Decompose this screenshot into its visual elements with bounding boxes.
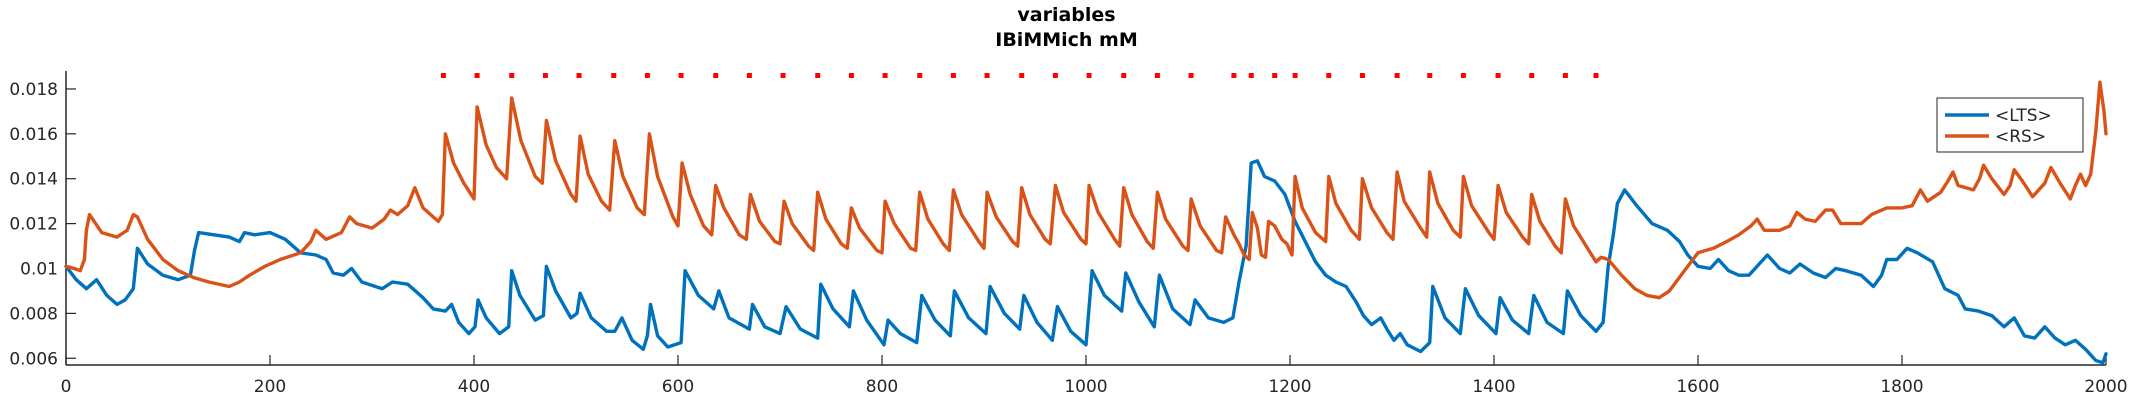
- event-marker: [1326, 72, 1332, 78]
- event-marker: [1427, 72, 1433, 78]
- x-tick-label: 1600: [1676, 377, 1719, 397]
- legend-box: [1936, 97, 2084, 153]
- event-marker: [984, 72, 990, 78]
- event-marker: [848, 72, 854, 78]
- event-marker: [713, 72, 719, 78]
- event-marker: [1121, 72, 1127, 78]
- y-tick-label: 0.016: [9, 125, 58, 145]
- event-marker: [474, 72, 480, 78]
- event-markers: [440, 72, 1599, 78]
- event-marker: [1529, 72, 1535, 78]
- event-marker: [1562, 72, 1568, 78]
- event-marker: [882, 72, 888, 78]
- y-tick-label: 0.012: [9, 215, 58, 235]
- event-marker: [678, 72, 684, 78]
- y-tick-label: 0.006: [9, 349, 58, 369]
- event-marker: [1495, 72, 1501, 78]
- event-marker: [1231, 72, 1237, 78]
- x-tick-label: 1200: [1268, 377, 1311, 397]
- event-marker: [1292, 72, 1298, 78]
- y-tick-label: 0.01: [20, 259, 58, 279]
- event-marker: [1052, 72, 1058, 78]
- event-marker: [746, 72, 752, 78]
- x-tick-label: 400: [458, 377, 490, 397]
- event-marker: [509, 72, 515, 78]
- event-marker: [815, 72, 821, 78]
- x-tick-label: 200: [254, 377, 286, 397]
- event-marker: [917, 72, 923, 78]
- event-marker: [780, 72, 786, 78]
- legend-label: <RS>: [1995, 127, 2046, 147]
- event-marker: [1460, 72, 1466, 78]
- y-tick-label: 0.018: [9, 80, 58, 100]
- x-tick-label: 1000: [1064, 377, 1107, 397]
- event-marker: [1188, 72, 1194, 78]
- event-marker: [1086, 72, 1092, 78]
- x-tick-label: 800: [866, 377, 898, 397]
- event-marker: [1359, 72, 1365, 78]
- y-tick-label: 0.014: [9, 170, 58, 190]
- x-tick-label: 1800: [1880, 377, 1923, 397]
- event-marker: [1019, 72, 1025, 78]
- event-marker: [611, 72, 617, 78]
- event-marker: [1154, 72, 1160, 78]
- legend-label: <LTS>: [1995, 106, 2052, 126]
- x-tick-label: 0: [61, 377, 72, 397]
- event-marker: [576, 72, 582, 78]
- event-marker: [644, 72, 650, 78]
- x-tick-label: 600: [662, 377, 694, 397]
- event-marker: [1272, 72, 1278, 78]
- x-tick-label: 1400: [1472, 377, 1515, 397]
- event-marker: [1248, 72, 1254, 78]
- x-tick-label: 2000: [2084, 377, 2127, 397]
- event-marker: [1593, 72, 1599, 78]
- y-tick-label: 0.008: [9, 304, 58, 324]
- chart-subtitle: IBiMMich mM: [995, 29, 1138, 51]
- legend: <LTS><RS>: [1936, 97, 2084, 153]
- series-line-lts: [64, 159, 2108, 365]
- chart-title: variables: [1017, 4, 1116, 26]
- event-marker: [440, 72, 446, 78]
- event-marker: [950, 72, 956, 78]
- axes: 0 200 400 600 800 1000 1200 1400 1600 1800 2000 0.0…: [9, 71, 2128, 397]
- event-marker: [1394, 72, 1400, 78]
- series-lines: [64, 80, 2108, 365]
- series-line-rs: [64, 80, 2108, 300]
- event-marker: [542, 72, 548, 78]
